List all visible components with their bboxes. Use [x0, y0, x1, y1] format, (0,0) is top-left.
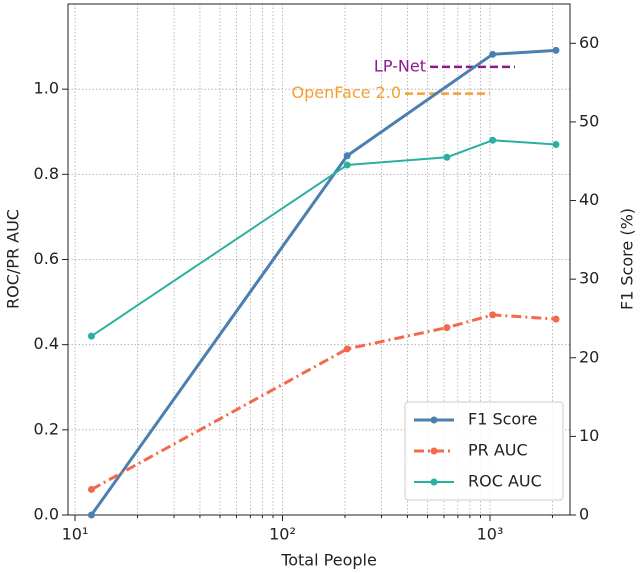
y2-tick-label: 10: [579, 426, 599, 445]
x-tick-label: 10¹: [62, 525, 89, 544]
y-tick-label: 1.0: [34, 79, 59, 98]
point: [552, 141, 560, 149]
y-tick-label: 0.2: [34, 419, 59, 438]
point: [343, 161, 351, 169]
legend-box: [404, 401, 564, 501]
y-tick-label: 0.4: [34, 334, 59, 353]
annotation: OpenFace 2.0: [292, 83, 401, 102]
y2-tick-label: 30: [579, 269, 599, 288]
y-tick-label: 0.8: [34, 164, 59, 183]
x-axis-label: Total People: [280, 551, 377, 570]
point: [443, 324, 451, 332]
point: [87, 485, 95, 493]
y2-axis-label: F1 Score (%): [618, 208, 637, 310]
x-tick-label: 10³: [477, 525, 504, 544]
legend-marker: [430, 416, 438, 424]
point: [489, 136, 497, 144]
point: [87, 511, 95, 519]
point: [489, 50, 497, 58]
point: [552, 315, 560, 323]
point: [489, 311, 497, 319]
y2-tick-label: 0: [579, 505, 589, 524]
point: [343, 345, 351, 353]
y2-tick-label: 50: [579, 111, 599, 130]
series-line: [90, 48, 557, 516]
point: [343, 152, 351, 160]
series-line: [90, 313, 557, 491]
x-tick-label: 10²: [269, 525, 296, 544]
legend-label: F1 Score: [468, 410, 537, 429]
legend-label: ROC AUC: [468, 472, 542, 491]
point: [443, 153, 451, 161]
point: [552, 46, 560, 54]
y2-tick-label: 20: [579, 347, 599, 366]
y2-tick-label: 60: [579, 33, 599, 52]
y-tick-label: 0.0: [34, 505, 59, 524]
plot-frame: [67, 3, 571, 516]
point: [87, 332, 95, 340]
annotation: LP-Net: [374, 56, 426, 75]
y-axis-label: ROC/PR AUC: [4, 209, 23, 309]
y2-tick-label: 40: [579, 190, 599, 209]
legend-label: PR AUC: [468, 441, 528, 460]
series-line: [90, 139, 557, 337]
legend-marker: [430, 447, 438, 455]
legend-marker: [430, 478, 438, 486]
y-tick-label: 0.6: [34, 249, 59, 268]
